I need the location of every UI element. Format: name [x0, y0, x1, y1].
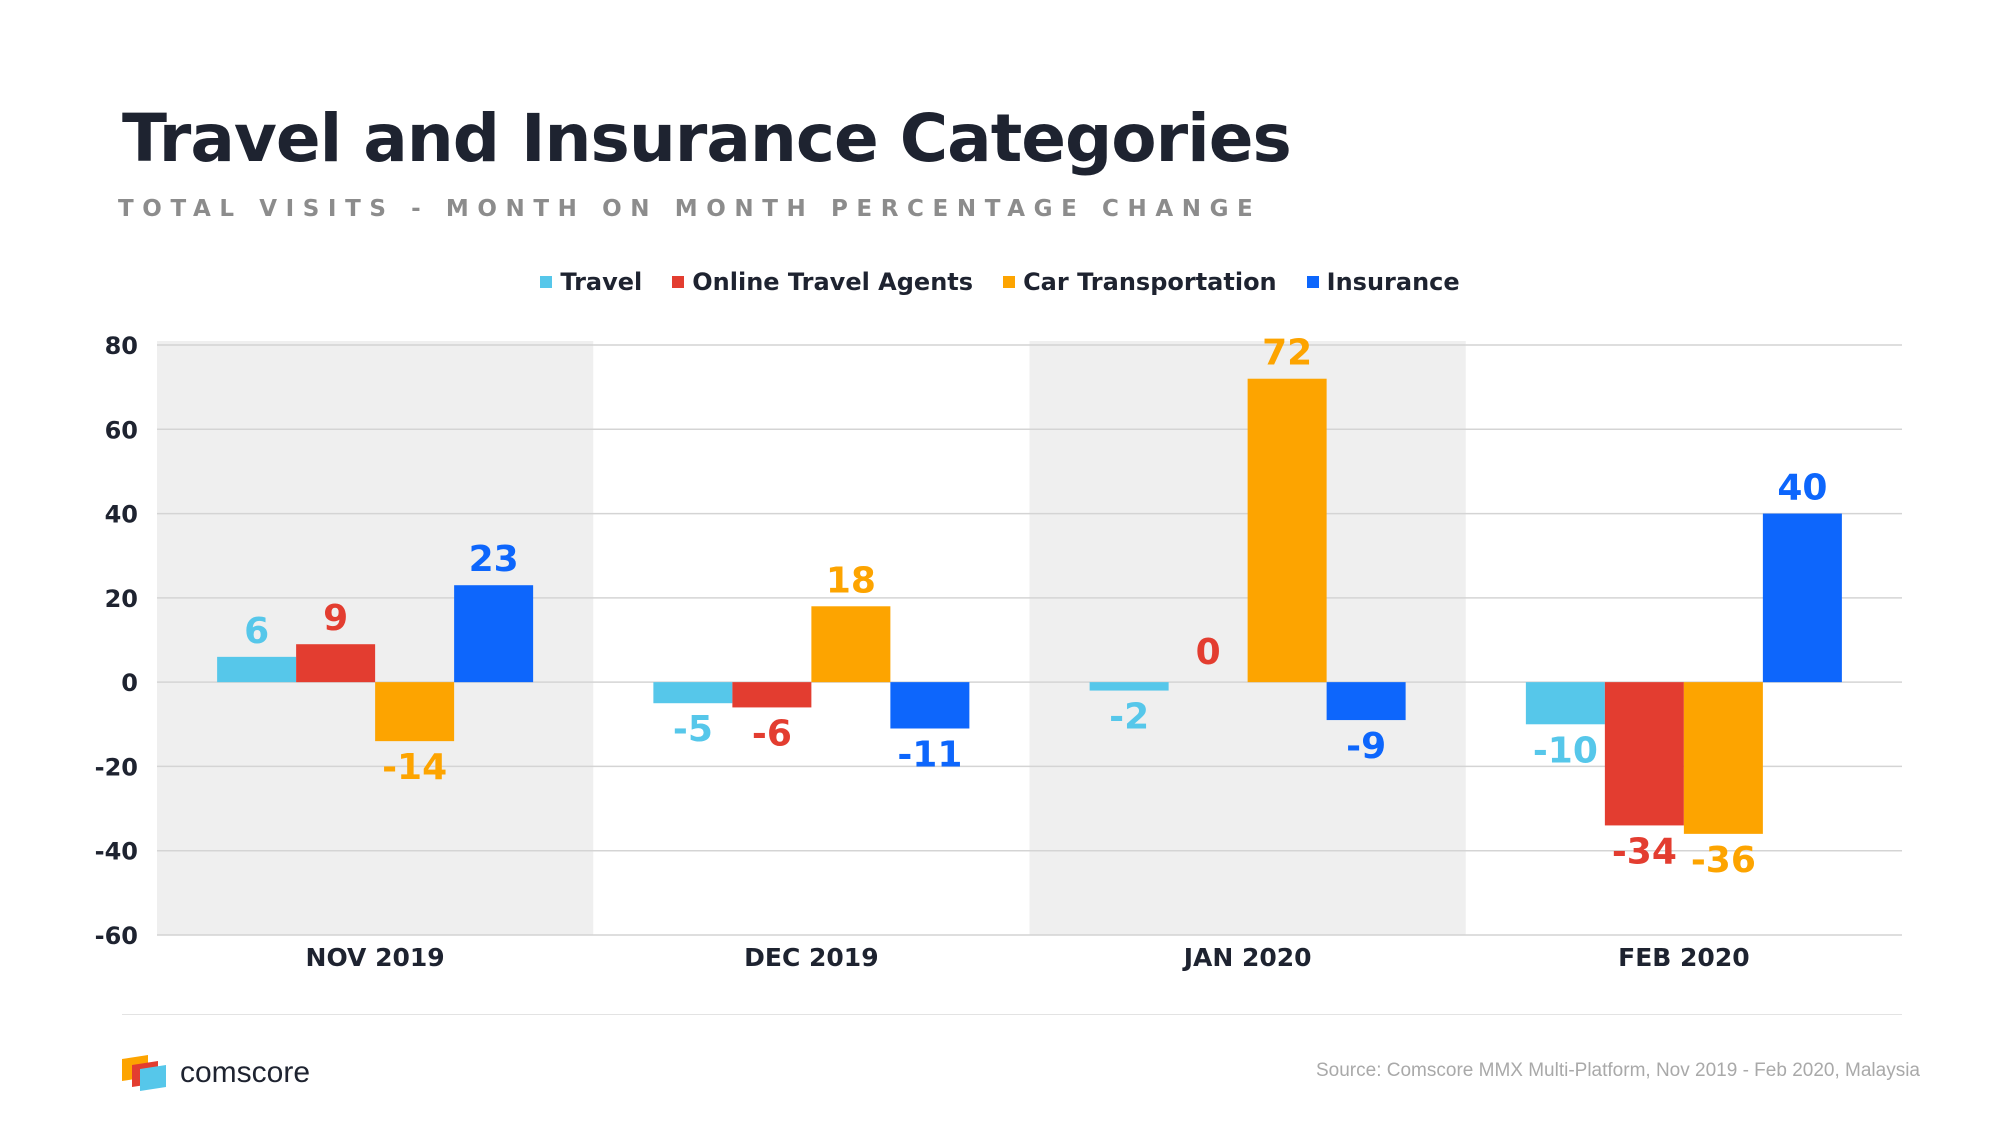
legend-item: Travel [540, 268, 642, 296]
y-tick-label: 0 [121, 669, 138, 697]
bar [1762, 513, 1842, 683]
legend-item: Online Travel Agents [672, 268, 973, 296]
bar [454, 585, 534, 683]
legend-swatch [672, 276, 685, 288]
y-tick-label: 40 [105, 501, 138, 529]
legend-swatch [1306, 276, 1319, 288]
footer-divider [122, 1014, 1902, 1015]
x-tick-label: JAN 2020 [1182, 943, 1312, 972]
legend-swatch [1003, 276, 1016, 288]
bar [653, 682, 733, 704]
bar [375, 682, 455, 742]
legend-item: Insurance [1306, 268, 1460, 296]
chart-legend: Travel Online Travel Agents Car Transporta… [0, 268, 2000, 296]
bar [1089, 682, 1169, 691]
chart-subtitle: TOTAL VISITS - MONTH ON MONTH PERCENTAGE… [118, 196, 1262, 222]
legend-label: Online Travel Agents [692, 268, 974, 296]
y-tick-label: -40 [95, 838, 138, 866]
data-label: -34 [1612, 831, 1677, 872]
bar [217, 656, 297, 683]
bar [296, 644, 376, 683]
bar [890, 682, 970, 729]
bar [1247, 378, 1327, 683]
data-label: 18 [826, 560, 876, 601]
y-tick-label: -60 [95, 922, 138, 950]
y-tick-label: -20 [95, 753, 138, 781]
data-label: 23 [469, 539, 519, 580]
data-label: 40 [1777, 468, 1827, 509]
y-tick-label: 20 [105, 585, 138, 613]
data-label: -2 [1109, 697, 1149, 738]
data-label: 0 [1196, 632, 1221, 673]
data-label: -14 [382, 747, 447, 788]
bar [1525, 682, 1605, 725]
x-tick-label: NOV 2019 [306, 943, 445, 972]
brand-name: comscore [180, 1056, 311, 1089]
comscore-logo-icon [122, 1055, 166, 1091]
legend-label: Car Transportation [1023, 268, 1277, 296]
legend-label: Insurance [1326, 268, 1460, 296]
source-note: Source: Comscore MMX Multi-Platform, Nov… [1316, 1060, 1920, 1081]
data-label: -10 [1533, 730, 1598, 771]
data-label: -36 [1691, 840, 1756, 881]
legend-item: Car Transportation [1003, 268, 1277, 296]
x-tick-label: FEB 2020 [1618, 943, 1750, 972]
bar [1326, 682, 1406, 721]
bar [732, 682, 812, 708]
y-tick-label: 60 [105, 416, 138, 444]
bar [1604, 682, 1684, 826]
data-label: -11 [897, 735, 962, 776]
x-tick-label: DEC 2019 [744, 943, 878, 972]
data-label: -9 [1346, 726, 1386, 767]
legend-swatch [540, 276, 553, 288]
comscore-logo: comscore [122, 1055, 310, 1091]
bar [1683, 682, 1763, 834]
legend-label: Travel [560, 268, 643, 296]
data-label: 9 [323, 598, 348, 639]
data-label: 72 [1262, 333, 1312, 374]
data-label: -6 [752, 713, 792, 754]
data-label: -5 [673, 709, 713, 750]
chart-title: Travel and Insurance Categories [122, 100, 1292, 177]
y-tick-label: 80 [105, 332, 138, 360]
data-label: 6 [244, 611, 269, 652]
bar [811, 606, 891, 683]
